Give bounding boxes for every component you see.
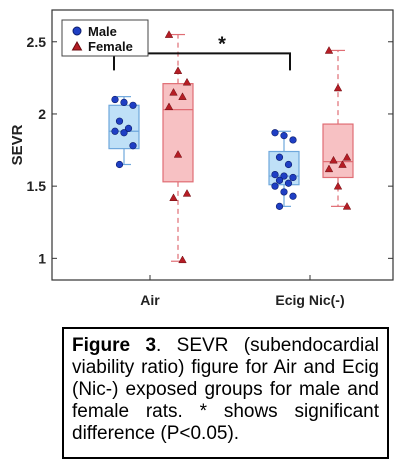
male-data-point [111, 95, 119, 104]
significance-bracket [113, 52, 291, 71]
male-data-point [271, 182, 279, 190]
male-data-point [289, 136, 297, 144]
male-data-point [120, 98, 128, 107]
male-data-point [129, 101, 137, 109]
male-data-point [284, 179, 293, 187]
male-data-point [271, 129, 279, 137]
x-axis-ticks: Air Ecig Nic(-) [140, 275, 345, 308]
sevr-box-plot: 1 1.5 2 2.5 Air Ecig Nic(-) * SEVR Male Fema… [9, 9, 394, 308]
male-data-point [120, 129, 128, 137]
male-data-point [271, 170, 279, 179]
male-data-point [275, 202, 284, 210]
female-data-point [182, 77, 192, 86]
caption-text: . SEVR (subendocardial viability ratio) … [72, 335, 379, 444]
legend-male-marker [72, 26, 82, 36]
female-data-point [173, 66, 183, 74]
female-data-point [329, 155, 338, 164]
female-data-point [338, 160, 347, 168]
female-data-point [324, 164, 334, 173]
male-data-point [289, 173, 297, 182]
male-data-point [280, 172, 288, 180]
male-box [108, 104, 140, 150]
female-data-point [178, 255, 187, 264]
x-tick-label: Air [140, 292, 160, 308]
female-data-point [169, 193, 178, 201]
male-data-point [289, 192, 297, 200]
y-tick-label: 1.5 [27, 178, 47, 194]
y-tick-label: 2 [38, 106, 46, 122]
female-data-point [178, 92, 187, 100]
legend-female-label: Female [88, 39, 133, 54]
legend-male-label: Male [88, 24, 117, 39]
y-axis-label: SEVR [9, 124, 26, 165]
male-data-point [275, 176, 284, 184]
male-data-point [124, 124, 133, 132]
y-axis-ticks: 1 1.5 2 2.5 [27, 34, 393, 266]
female-data-point [342, 152, 352, 161]
male-data-point [280, 132, 288, 140]
male-data-point [280, 188, 288, 196]
male-data-point [115, 160, 124, 169]
x-tick-label: Ecig Nic(-) [275, 292, 344, 308]
male-data-point [115, 117, 124, 125]
figure-caption: Figure 3. SEVR (subendocardial viability… [62, 327, 389, 459]
male-data-point [275, 153, 284, 161]
female-data-point [333, 83, 343, 92]
male-data-point [111, 127, 119, 135]
female-data-point [164, 30, 174, 38]
y-tick-label: 2.5 [27, 34, 47, 50]
female-data-point [324, 46, 334, 54]
female-data-point [173, 150, 183, 158]
female-data-point [169, 87, 178, 96]
female-box [162, 83, 194, 183]
point-layer [111, 30, 352, 264]
female-data-point [182, 189, 192, 197]
legend-female-marker [71, 40, 83, 51]
legend: Male Female [61, 19, 149, 57]
male-data-point [129, 142, 137, 150]
y-tick-label: 1 [38, 250, 46, 266]
significance-star: * [218, 33, 226, 55]
female-data-point [342, 202, 352, 210]
female-data-point [333, 181, 343, 190]
significance-annotation: * [113, 33, 291, 71]
caption-label: Figure 3 [72, 335, 157, 356]
female-data-point [164, 102, 174, 111]
male-data-point [284, 160, 293, 169]
